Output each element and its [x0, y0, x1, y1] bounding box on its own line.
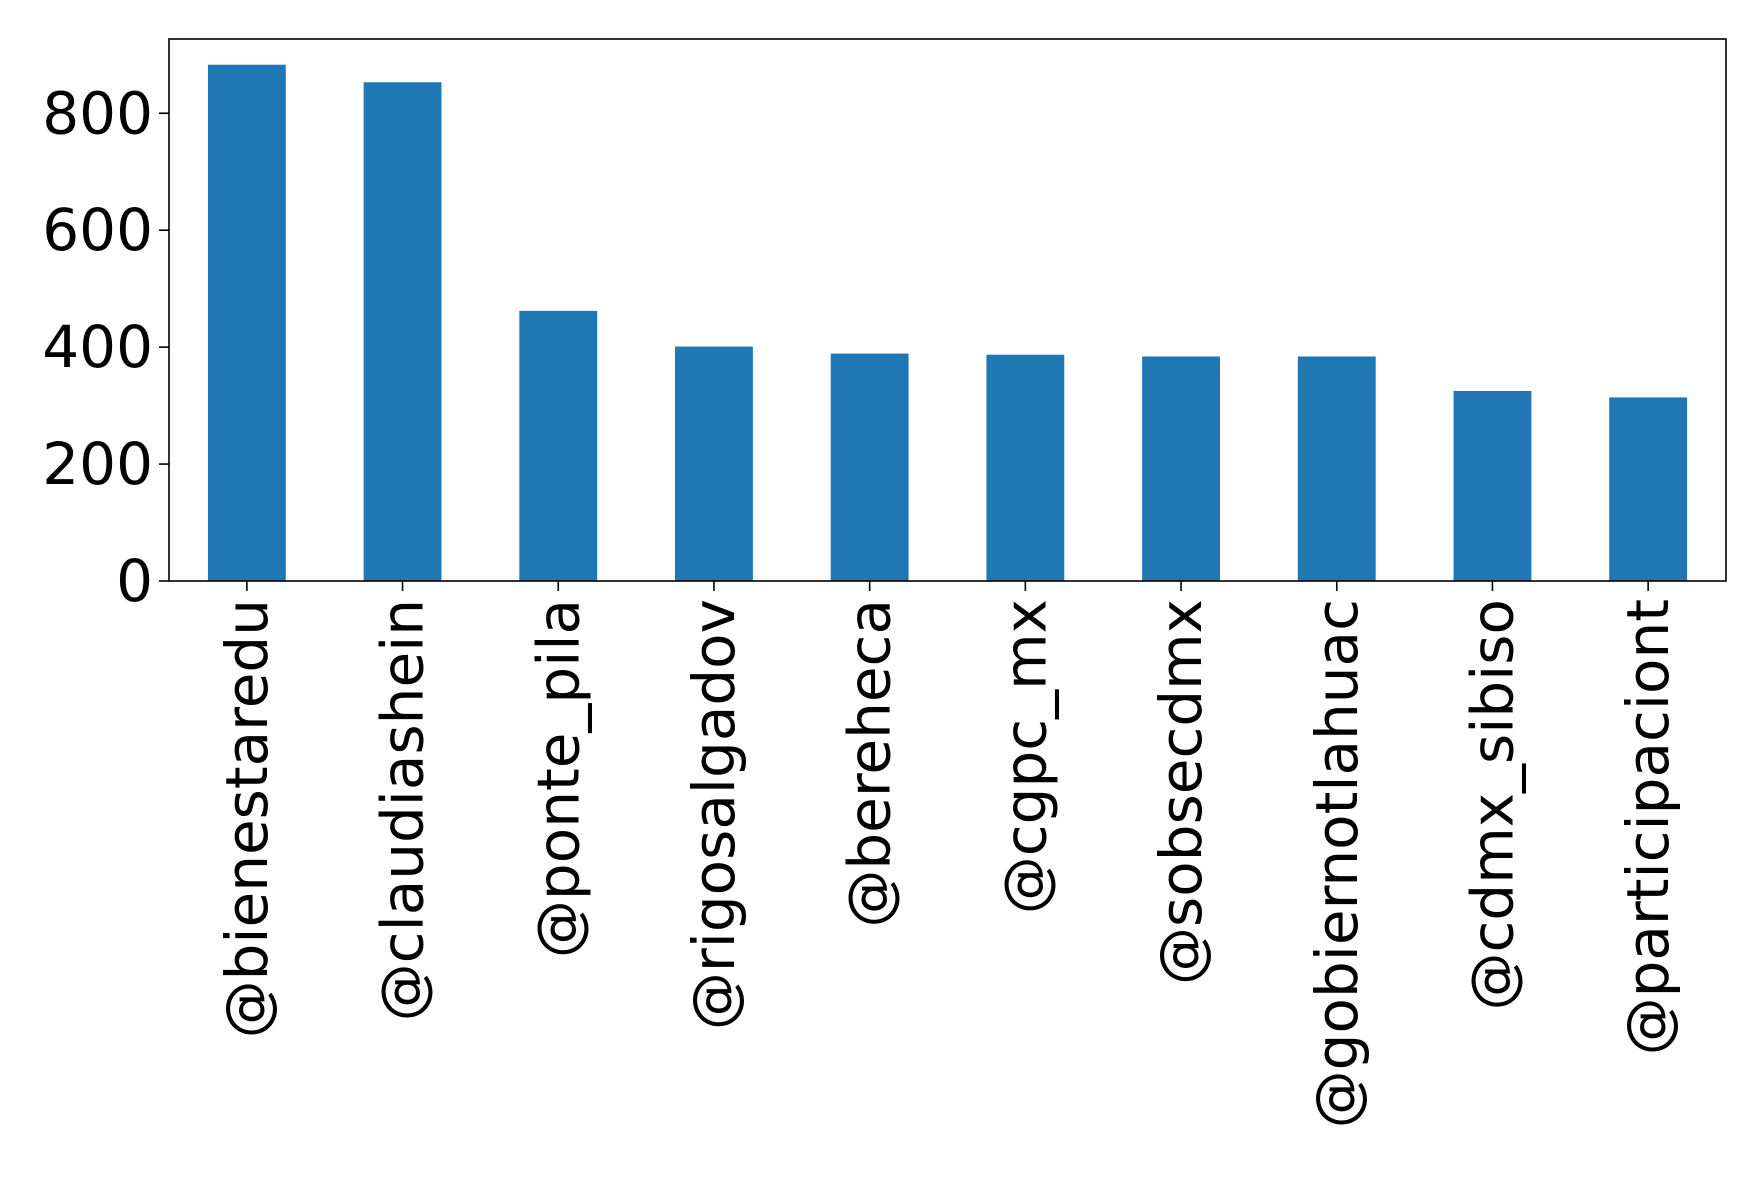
- y-tick-label: 0: [116, 547, 153, 615]
- bar-cgpcmx: [986, 354, 1065, 581]
- x-tick-label: @cdmx_sibiso: [1458, 599, 1526, 1011]
- bar-cdmxsibiso: [1453, 390, 1532, 581]
- bar-gobiernotlahuac: [1297, 356, 1376, 581]
- x-tick-label: @bereheca: [836, 599, 904, 928]
- x-tick-label: @gobiernotlahuac: [1303, 599, 1371, 1128]
- bar-bienestaredu: [207, 64, 286, 581]
- x-tick-label: @bienestaredu: [213, 599, 281, 1038]
- x-tick-label: @rigosalgadov: [680, 599, 748, 1030]
- bar-bereheca: [830, 353, 909, 581]
- bar-rigosalgadov: [675, 346, 753, 581]
- x-tick-label: @participaciont: [1614, 599, 1682, 1055]
- y-tick-label: 600: [42, 196, 153, 264]
- x-tick-label: @sobsecdmx: [1147, 599, 1215, 985]
- x-tick-label: @ponte_pila: [524, 599, 592, 958]
- x-tick-label: @claudiashein: [369, 599, 437, 1021]
- plot-frame: [168, 38, 1727, 582]
- bars-group: [207, 64, 1688, 581]
- y-tick-label: 400: [42, 313, 153, 381]
- bar-pontepila: [519, 310, 598, 581]
- x-tick-label: @cgpc_mx: [991, 599, 1059, 914]
- bar-participaciont: [1609, 397, 1688, 581]
- bar-sobsecdmx: [1142, 356, 1220, 581]
- x-axis: @bienestaredu @claudiashein @ponte_pila @ri…: [213, 581, 1682, 1128]
- y-tick-label: 200: [42, 430, 153, 498]
- y-tick-label: 800: [42, 79, 153, 147]
- bar-claudiashein: [363, 82, 442, 581]
- y-axis: 0 200 400 600 800: [42, 79, 169, 615]
